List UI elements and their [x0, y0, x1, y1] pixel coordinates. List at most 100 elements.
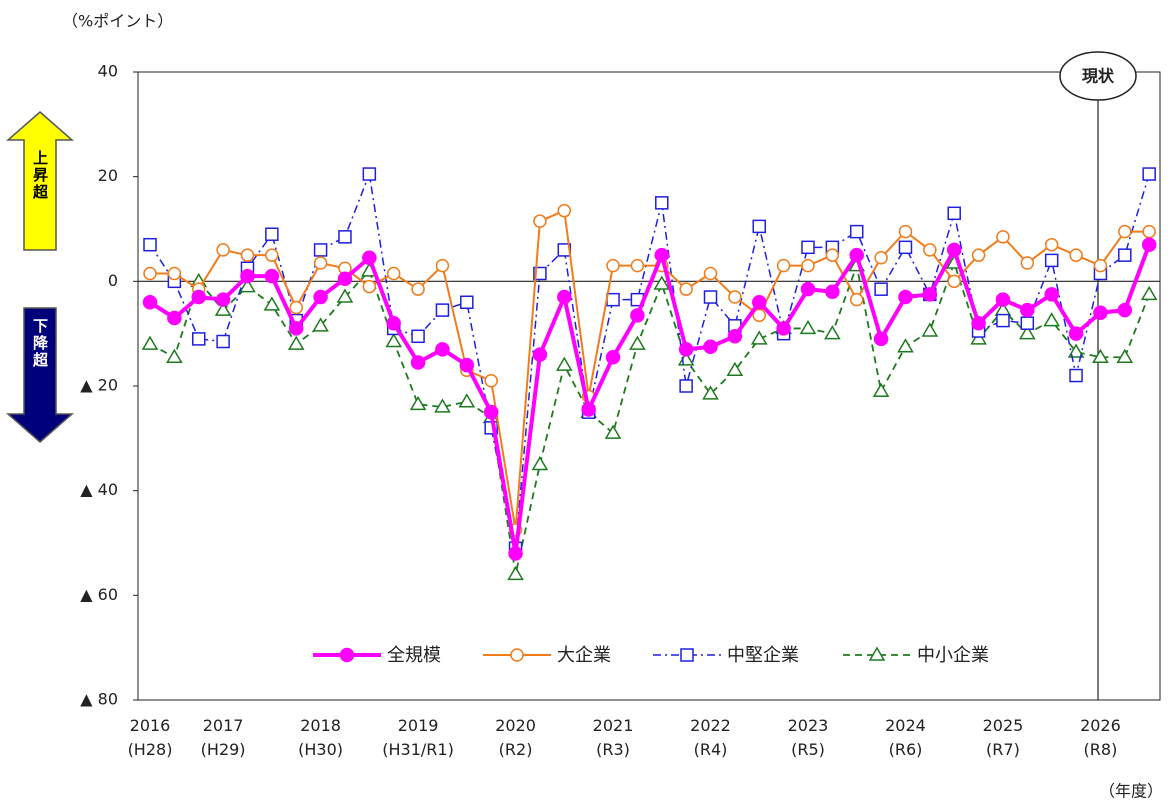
point [460, 295, 474, 310]
point [484, 374, 498, 388]
point [799, 319, 817, 335]
down-label: 下降超 [31, 318, 49, 369]
point [510, 648, 524, 662]
point [1044, 287, 1059, 302]
point [458, 393, 476, 408]
plot-frame [137, 71, 1161, 701]
point [679, 379, 693, 393]
point [849, 224, 864, 239]
y-tick-label: ▲ 80 [80, 690, 118, 709]
point [532, 347, 548, 362]
legend-label: 大企業 [557, 645, 611, 666]
point [654, 247, 670, 263]
point [606, 292, 620, 307]
point [728, 290, 742, 304]
point [922, 287, 938, 302]
point [435, 342, 450, 357]
y-tick-label: ▲ 40 [80, 480, 118, 499]
x-tick-label: 2020 (R2) [495, 716, 536, 759]
point [143, 266, 157, 281]
x-tick-label: 2026 (R8) [1080, 716, 1121, 759]
x-tick-label: 2018 (H30) [298, 716, 344, 759]
legend-label: 全規模 [387, 645, 441, 666]
point [606, 258, 620, 273]
point [678, 342, 694, 357]
point [653, 275, 671, 290]
point [800, 281, 816, 297]
point [655, 196, 669, 210]
series [141, 254, 1158, 581]
point [581, 402, 596, 417]
point [411, 282, 425, 296]
point [435, 303, 450, 317]
point [557, 203, 572, 218]
point [1141, 237, 1157, 252]
point [191, 332, 206, 346]
point [1043, 312, 1060, 327]
point [313, 243, 328, 257]
point [703, 290, 718, 304]
point [409, 395, 427, 411]
point [995, 292, 1011, 307]
point [386, 266, 401, 281]
point [1067, 343, 1085, 358]
point [289, 300, 303, 315]
point [434, 398, 451, 413]
point [703, 339, 718, 354]
point [166, 348, 183, 363]
y-unit: （%ポイント） [62, 12, 173, 31]
y-tick-label: ▲ 20 [80, 376, 118, 395]
point [1093, 258, 1108, 273]
point [337, 271, 353, 286]
point [1142, 224, 1156, 239]
point [923, 243, 937, 257]
point [1118, 248, 1132, 262]
y-tick-label: 40 [98, 62, 118, 81]
point [752, 295, 767, 310]
point [752, 219, 766, 234]
x-tick-label: 2023 (R5) [787, 716, 829, 759]
point [874, 251, 888, 265]
point [947, 274, 961, 289]
series [143, 167, 1156, 555]
point [1044, 253, 1059, 268]
point [873, 331, 889, 347]
point [313, 256, 328, 270]
point [240, 268, 255, 284]
point [872, 382, 890, 397]
series [142, 237, 1157, 561]
point [191, 289, 206, 305]
point [1069, 368, 1083, 383]
point [336, 288, 354, 303]
y-tick-label: 20 [98, 166, 118, 185]
point [680, 648, 694, 662]
point [726, 361, 744, 377]
point [825, 284, 840, 300]
x-tick-label: 2016 (H28) [127, 716, 173, 759]
point [868, 646, 886, 661]
series [143, 203, 1156, 537]
series-line [148, 244, 1152, 554]
point [825, 248, 840, 262]
point [727, 329, 743, 344]
point [167, 310, 182, 326]
point [483, 404, 499, 420]
point [679, 282, 693, 296]
point [824, 325, 841, 340]
point [411, 329, 425, 344]
point [240, 248, 255, 262]
point [898, 240, 913, 255]
point [531, 456, 549, 471]
point [167, 266, 182, 281]
point [362, 167, 377, 181]
legend-label: 中堅企業 [727, 645, 799, 666]
point [459, 357, 475, 373]
point [287, 335, 305, 350]
x-tick-label: 2019 (H31/R1) [382, 716, 454, 759]
point [1117, 302, 1133, 318]
point [776, 258, 791, 273]
point [1020, 316, 1035, 330]
x-tick-label: 2024 (R6) [885, 716, 926, 759]
